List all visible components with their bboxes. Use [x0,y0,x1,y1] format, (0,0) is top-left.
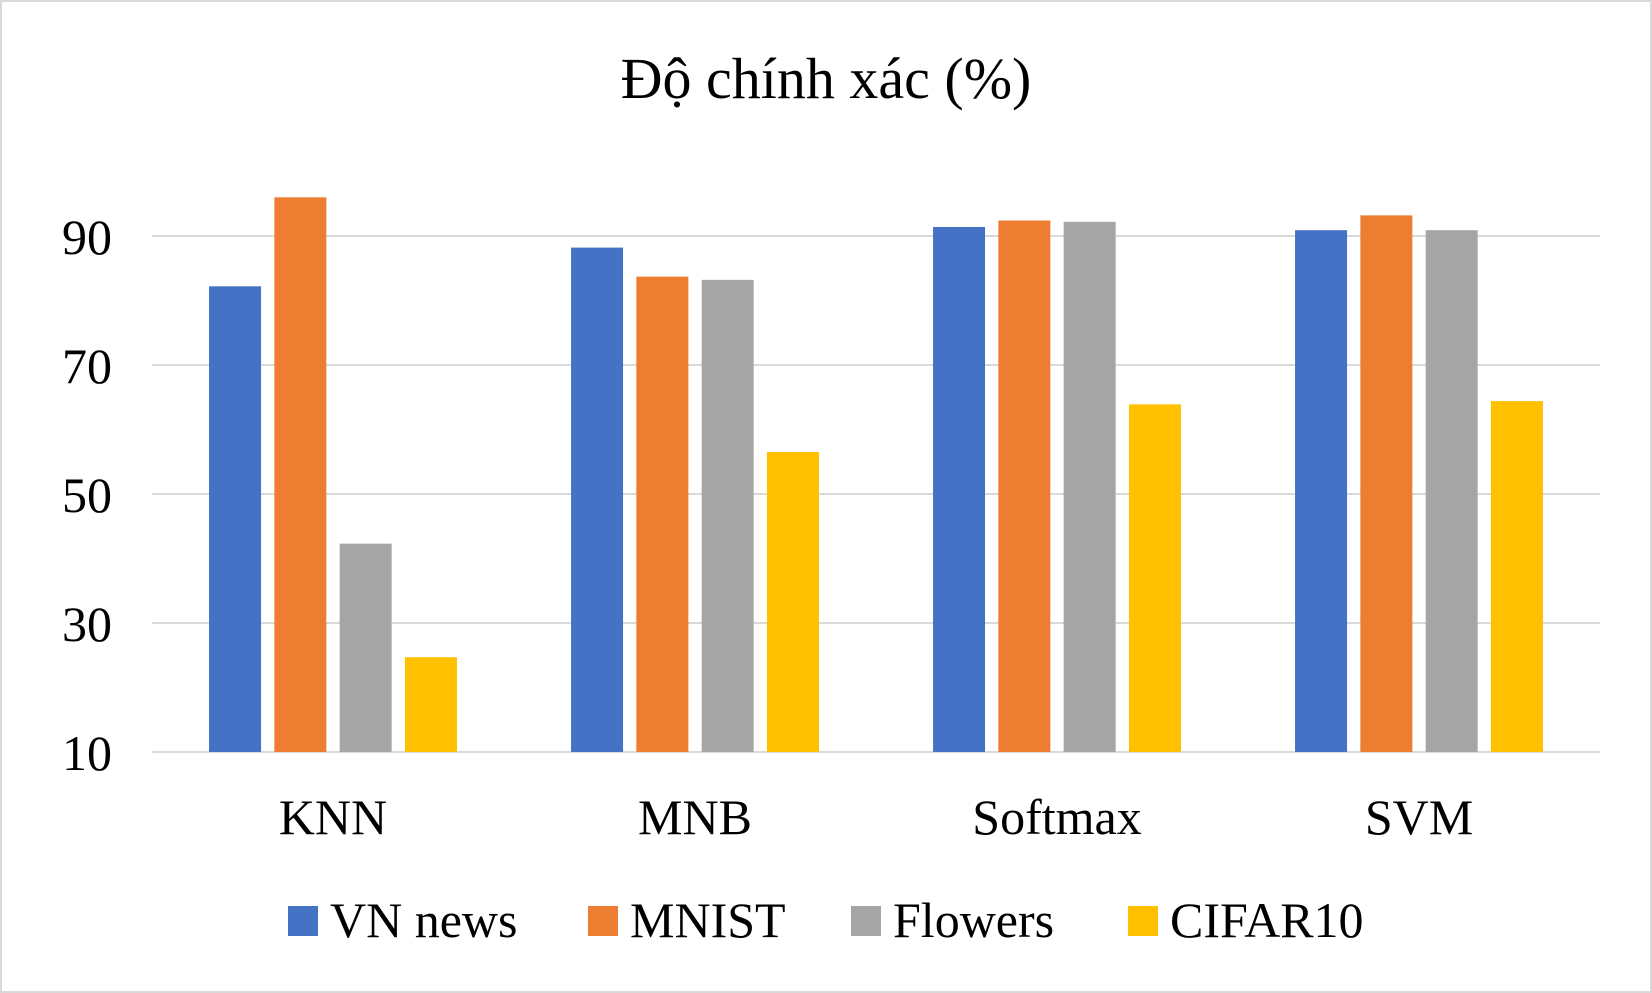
x-axis: KNN MNB Softmax SVM [279,789,1473,845]
bar-vn-news-svm [1295,230,1348,752]
gridlines [152,235,1600,753]
y-tick-label: 30 [62,596,112,652]
legend-entry: VN news [288,892,517,948]
bar-cifar10-svm [1490,401,1543,752]
x-tick-label: KNN [279,789,387,845]
y-tick-label: 50 [62,467,112,523]
bar-flowers-mnb [701,279,754,752]
y-tick-label: 90 [62,209,112,265]
bar-flowers-softmax [1063,221,1116,752]
legend-swatch [588,906,618,936]
x-tick-label: Softmax [972,789,1141,845]
bar-flowers-knn [339,543,392,752]
legend-label: Flowers [893,892,1054,948]
x-tick-label: SVM [1365,789,1473,845]
bar-mnist-knn [274,197,327,753]
bar-cifar10-softmax [1128,404,1181,752]
legend-entry: CIFAR10 [1128,892,1364,948]
legend-label: CIFAR10 [1170,892,1364,948]
y-tick-label: 70 [62,338,112,394]
bar-vn-news-softmax [933,226,986,753]
chart-title: Độ chính xác (%) [621,46,1032,111]
bar-cifar10-knn [404,657,457,752]
bars [209,197,1543,753]
bar-mnist-svm [1360,215,1413,753]
x-tick-label: MNB [638,789,752,845]
legend: VN news MNIST Flowers CIFAR10 [288,892,1364,948]
y-tick-label: 10 [62,725,112,781]
y-axis: 10 30 50 70 90 [62,209,112,781]
legend-label: MNIST [630,892,786,948]
legend-entry: Flowers [851,892,1054,948]
legend-swatch [851,906,881,936]
bar-vn-news-mnb [571,247,624,753]
legend-swatch [1128,906,1158,936]
legend-swatch [288,906,318,936]
legend-label: VN news [330,892,517,948]
bar-flowers-svm [1425,230,1478,752]
legend-entry: MNIST [588,892,786,948]
bar-cifar10-mnb [766,452,819,752]
bar-mnist-mnb [636,276,689,752]
bar-vn-news-knn [209,286,262,752]
bar-mnist-softmax [998,220,1051,752]
